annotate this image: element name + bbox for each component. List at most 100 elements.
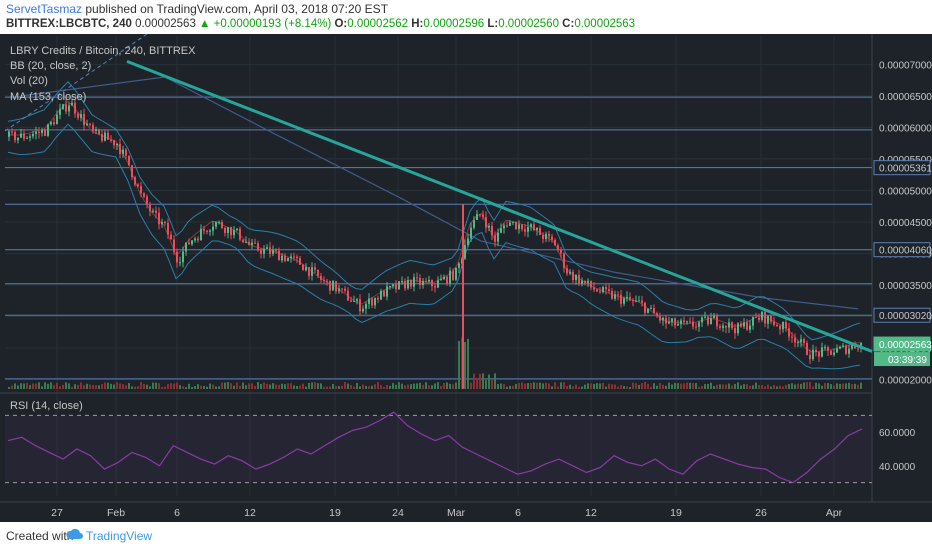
volume-bar [71, 386, 73, 389]
volume-bar [242, 382, 244, 389]
candle-body [650, 307, 652, 309]
candle-body [563, 253, 565, 269]
volume-bar [566, 386, 568, 389]
volume-bar [611, 384, 613, 389]
volume-bar [560, 382, 562, 389]
volume-bar [440, 385, 442, 389]
volume-bar [530, 382, 532, 389]
candle-body [716, 315, 718, 327]
volume-bar [212, 384, 214, 389]
volume-bar [794, 384, 796, 389]
price-tick-label: 0.00005000 [879, 186, 932, 197]
candle-body [74, 102, 76, 114]
volume-bar [170, 383, 172, 389]
candle-body [698, 322, 700, 327]
candle-body [230, 227, 232, 236]
volume-bar [806, 382, 808, 389]
volume-bar [593, 383, 595, 389]
candle-body [443, 276, 445, 280]
chart-header: ServetTasmaz published on TradingView.co… [0, 0, 932, 34]
volume-bar [572, 386, 574, 389]
volume-bar [320, 383, 322, 389]
volume-bar [65, 382, 67, 389]
candle-body [515, 221, 517, 229]
time-tick-label: 19 [670, 507, 682, 519]
candle-body [536, 228, 538, 230]
candle-body [359, 299, 361, 312]
legend-ma[interactable]: MA (153, close) [10, 90, 87, 103]
volume-bar [239, 385, 241, 389]
volume-bar [818, 383, 820, 389]
volume-bar [413, 383, 415, 389]
chart-canvas[interactable]: 0.000070000.000065000.000060000.00005500… [0, 34, 932, 522]
candle-body [506, 225, 508, 227]
volume-bar [815, 382, 817, 389]
volume-bar [641, 383, 643, 389]
candle-body [38, 131, 40, 133]
time-tick-label: 24 [392, 507, 404, 519]
price-tick-label: 0.00006500 [879, 92, 932, 103]
candle-body [446, 276, 448, 284]
candle-body [770, 315, 772, 322]
legend-rsi[interactable]: RSI (14, close) [10, 400, 83, 412]
legend-bb[interactable]: BB (20, close, 2) [10, 60, 92, 73]
candle-body [56, 114, 58, 125]
volume-bar [584, 384, 586, 389]
volume-bar [659, 382, 661, 389]
volume-bar [284, 384, 286, 389]
high-value: 0.00002596 [423, 18, 485, 30]
candle-body [548, 233, 550, 237]
volume-bar [422, 384, 424, 389]
volume-bar [83, 385, 85, 389]
volume-bar [551, 386, 553, 389]
trendline[interactable] [4, 34, 873, 353]
volume-bar [314, 382, 316, 389]
bb-lower [7, 123, 861, 370]
candle-body [269, 247, 271, 254]
volume-bar [158, 383, 160, 389]
volume-bar [287, 383, 289, 389]
volume-bar [842, 383, 844, 389]
volume-bar [521, 382, 523, 389]
volume-bar [296, 385, 298, 389]
volume-bar [731, 385, 733, 389]
candle-body [593, 287, 595, 290]
volume-bar [341, 385, 343, 389]
volume-bar [833, 385, 835, 389]
volume-bar [488, 374, 490, 389]
volume-bar [38, 382, 40, 389]
volume-bar [125, 385, 127, 389]
price-change: ▲ +0.00000193 (+8.14%) [199, 18, 332, 30]
candle-body [785, 321, 787, 329]
candle-body [296, 256, 298, 259]
author-link[interactable]: ServetTasmaz [6, 2, 83, 16]
candle-body [731, 322, 733, 329]
candle-body [227, 227, 229, 233]
volume-bar [173, 383, 175, 389]
volume-bar [59, 386, 61, 389]
candle-body [389, 286, 391, 288]
volume-bar [395, 384, 397, 389]
tradingview-brand-link[interactable]: TradingView [86, 529, 153, 543]
volume-bar [251, 383, 253, 389]
legend-vol[interactable]: Vol (20) [10, 75, 48, 88]
last-price: 0.00002563 [135, 18, 196, 30]
volume-bar [269, 384, 271, 389]
candle-body [290, 256, 292, 259]
candle-body [842, 345, 844, 347]
volume-bar [107, 382, 109, 389]
candle-body [440, 279, 442, 281]
volume-bar [278, 384, 280, 389]
candle-body [278, 250, 280, 261]
candle-body [806, 342, 808, 355]
volume-bar [431, 385, 433, 389]
candle-body [404, 281, 406, 289]
candle-body [488, 225, 490, 228]
candle-body [497, 232, 499, 242]
volume-bar [176, 382, 178, 389]
candle-body [71, 102, 73, 106]
candle-body [518, 224, 520, 229]
candle-body [533, 224, 535, 230]
volume-bar [698, 386, 700, 389]
grid [0, 34, 932, 503]
